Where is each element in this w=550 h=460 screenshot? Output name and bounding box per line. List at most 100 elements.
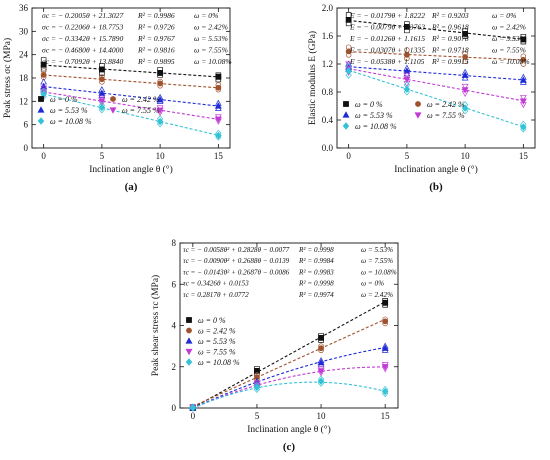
data-point	[156, 107, 164, 115]
data-point	[318, 345, 324, 352]
fit-line	[43, 74, 219, 89]
x-tick-label: 0	[346, 151, 351, 161]
data-point-individual	[403, 88, 410, 96]
data-point	[381, 387, 389, 396]
x-tick-label: 5	[405, 151, 410, 161]
fit-equation: σc = − 0.7092θ + 13.8840	[42, 57, 123, 66]
data-point	[520, 36, 527, 43]
legend-entry: ω = 5.53 %	[50, 106, 88, 115]
fit-r-squared: R² = 0.9895	[137, 57, 175, 66]
fit-equation: τc = 0.2817θ + 0.0772	[183, 291, 249, 299]
fit-line	[192, 366, 386, 409]
legend-marker	[415, 101, 421, 107]
fit-omega: ω = 2.42%	[194, 23, 228, 32]
fit-r-squared: R² = 0.9203	[431, 11, 469, 20]
data-point	[98, 103, 106, 112]
legend-marker	[342, 111, 350, 118]
legend-entry: ω = 10.08 %	[198, 358, 240, 367]
data-point	[253, 383, 261, 392]
data-point	[215, 73, 222, 80]
legend-entry: ω = 10.08 %	[355, 122, 397, 131]
panel-label: (a)	[125, 181, 138, 193]
fit-omega: ω = 7.55%	[492, 46, 526, 55]
x-tick-label: 0	[41, 151, 46, 161]
y-tick-label: 2.0	[322, 3, 334, 13]
legend-entry: ω = 0 %	[198, 316, 226, 325]
data-point	[254, 367, 260, 374]
fit-r-squared: R² = 0.9986	[137, 11, 175, 20]
data-point	[317, 368, 325, 375]
chart-panel-3: 0 5 10 15 0 2 4 6 8 Inclination angle θ (°) Peak s…	[150, 238, 399, 453]
data-point	[461, 87, 469, 94]
fit-equation: σc = − 0.4680θ + 14.4000	[42, 46, 123, 55]
data-point	[382, 318, 389, 325]
fit-r-squared: R² = 0.9983	[298, 268, 334, 276]
y-tick-label: 0.0	[322, 143, 334, 153]
legend-entry: ω = 2.42 %	[122, 95, 160, 104]
panel-label: (c)	[283, 441, 296, 453]
y-tick-label: 4	[172, 321, 177, 331]
data-point	[98, 98, 106, 105]
fit-equation: E = − 0.0538θ + 1.1105	[349, 57, 425, 66]
y-tick-label: 24	[19, 50, 29, 60]
data-point	[98, 89, 106, 96]
fit-equation: σc = − 0.3342θ + 15.7890	[42, 34, 123, 43]
fit-equation: τc = − 0.0143θ² + 0.2687θ − 0.0086	[183, 268, 290, 276]
y-tick-label: 18	[19, 73, 29, 83]
legend-entry: ω = 7.55 %	[427, 111, 465, 120]
legend-entry: ω = 0 %	[355, 100, 383, 109]
data-point	[461, 71, 469, 78]
data-point	[345, 67, 352, 75]
fit-omega: ω = 2.42%	[492, 23, 526, 32]
x-tick-label: 15	[381, 411, 391, 421]
fit-line	[348, 19, 524, 40]
fit-equation: σc = − 0.2206θ + 18.7753	[42, 23, 123, 32]
data-point	[40, 61, 47, 68]
data-point-individual	[345, 71, 352, 79]
fit-r-squared: R² = 0.9998	[298, 246, 334, 254]
data-point-individual	[461, 83, 469, 91]
fit-r-squared: R² = 0.9998	[298, 280, 334, 288]
y-axis-label: Elastic modulus E (GPa)	[307, 31, 318, 125]
x-axis-label: Inclination angle θ (°)	[89, 164, 173, 175]
x-tick-label: 0	[191, 411, 196, 421]
x-tick-label: 15	[519, 151, 529, 161]
data-point	[461, 104, 469, 112]
data-point-individual	[462, 107, 469, 115]
data-point	[98, 76, 105, 83]
data-point	[215, 84, 222, 91]
y-tick-label: 1.2	[322, 59, 333, 69]
x-tick-label: 10	[461, 151, 471, 161]
legend-marker	[185, 358, 193, 366]
fit-r-squared: R² = 0.9984	[298, 257, 334, 265]
fit-line	[43, 91, 219, 120]
fit-line	[192, 318, 386, 407]
data-point	[189, 404, 197, 412]
data-point-individual	[40, 85, 47, 92]
data-point	[156, 96, 164, 103]
data-point	[98, 66, 105, 73]
fit-equation: τc = 0.3426θ + 0.0153	[183, 280, 249, 288]
fit-r-squared: R² = 0.9974	[298, 291, 334, 299]
fit-r-squared: R² = 0.9915	[431, 57, 469, 66]
fit-omega: ω = 5.53%	[194, 34, 228, 43]
fit-r-squared: R² = 0.9726	[137, 23, 175, 32]
fit-omega: ω = 10.08%	[361, 268, 397, 276]
data-point	[381, 344, 389, 351]
data-point	[157, 70, 164, 76]
y-axis-label: Peak stress σc (MPa)	[2, 38, 13, 118]
chart-panel-2: 0 5 10 15 0.0 0.4 0.8 1.2 1.6 2.0 Inclination angl…	[307, 3, 536, 193]
fit-line	[348, 51, 524, 61]
y-tick-label: 1.6	[322, 31, 334, 41]
fit-equation: E = − 0.0179θ + 1.8222	[349, 11, 425, 20]
legend-marker	[38, 96, 44, 102]
x-axis-label: Inclination angle θ (°)	[247, 424, 331, 435]
fit-equation: E = − 0.0126θ + 1.1615	[349, 34, 425, 43]
legend-marker	[186, 317, 192, 323]
legend-entry: ω = 0 %	[50, 95, 78, 104]
legend-entry: ω = 2.42 %	[198, 327, 236, 336]
fit-r-squared: R² = 0.9618	[431, 23, 469, 32]
legend-marker	[37, 106, 45, 113]
legend-entry: ω = 5.53 %	[198, 337, 236, 346]
fit-omega: ω = 10.08%	[194, 57, 232, 66]
